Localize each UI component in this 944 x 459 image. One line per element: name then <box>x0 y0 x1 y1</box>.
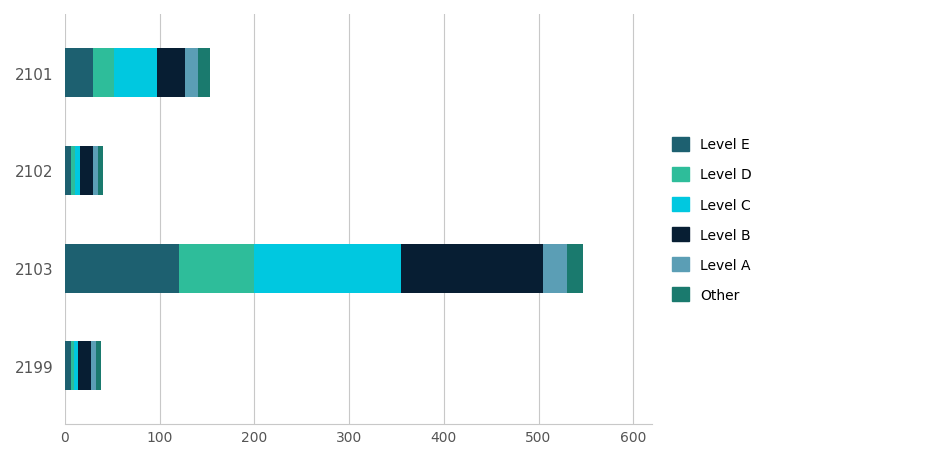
Bar <box>93 49 114 98</box>
Bar <box>198 49 210 98</box>
Bar <box>92 341 96 391</box>
Bar <box>566 244 582 293</box>
Bar <box>543 244 566 293</box>
Bar <box>185 49 198 98</box>
Bar <box>80 146 93 196</box>
Bar <box>254 244 401 293</box>
Bar <box>98 146 103 196</box>
Bar <box>65 146 72 196</box>
Bar <box>78 341 92 391</box>
Bar <box>72 341 75 391</box>
Bar <box>76 146 80 196</box>
Legend: Level E, Level D, Level C, Level B, Level A, Other: Level E, Level D, Level C, Level B, Leve… <box>665 130 758 309</box>
Bar <box>65 341 72 391</box>
Bar <box>65 244 178 293</box>
Bar <box>93 146 98 196</box>
Bar <box>96 341 101 391</box>
Bar <box>401 244 543 293</box>
Bar <box>114 49 157 98</box>
Bar <box>65 49 93 98</box>
Bar <box>178 244 254 293</box>
Bar <box>72 146 76 196</box>
Bar <box>157 49 185 98</box>
Bar <box>75 341 78 391</box>
